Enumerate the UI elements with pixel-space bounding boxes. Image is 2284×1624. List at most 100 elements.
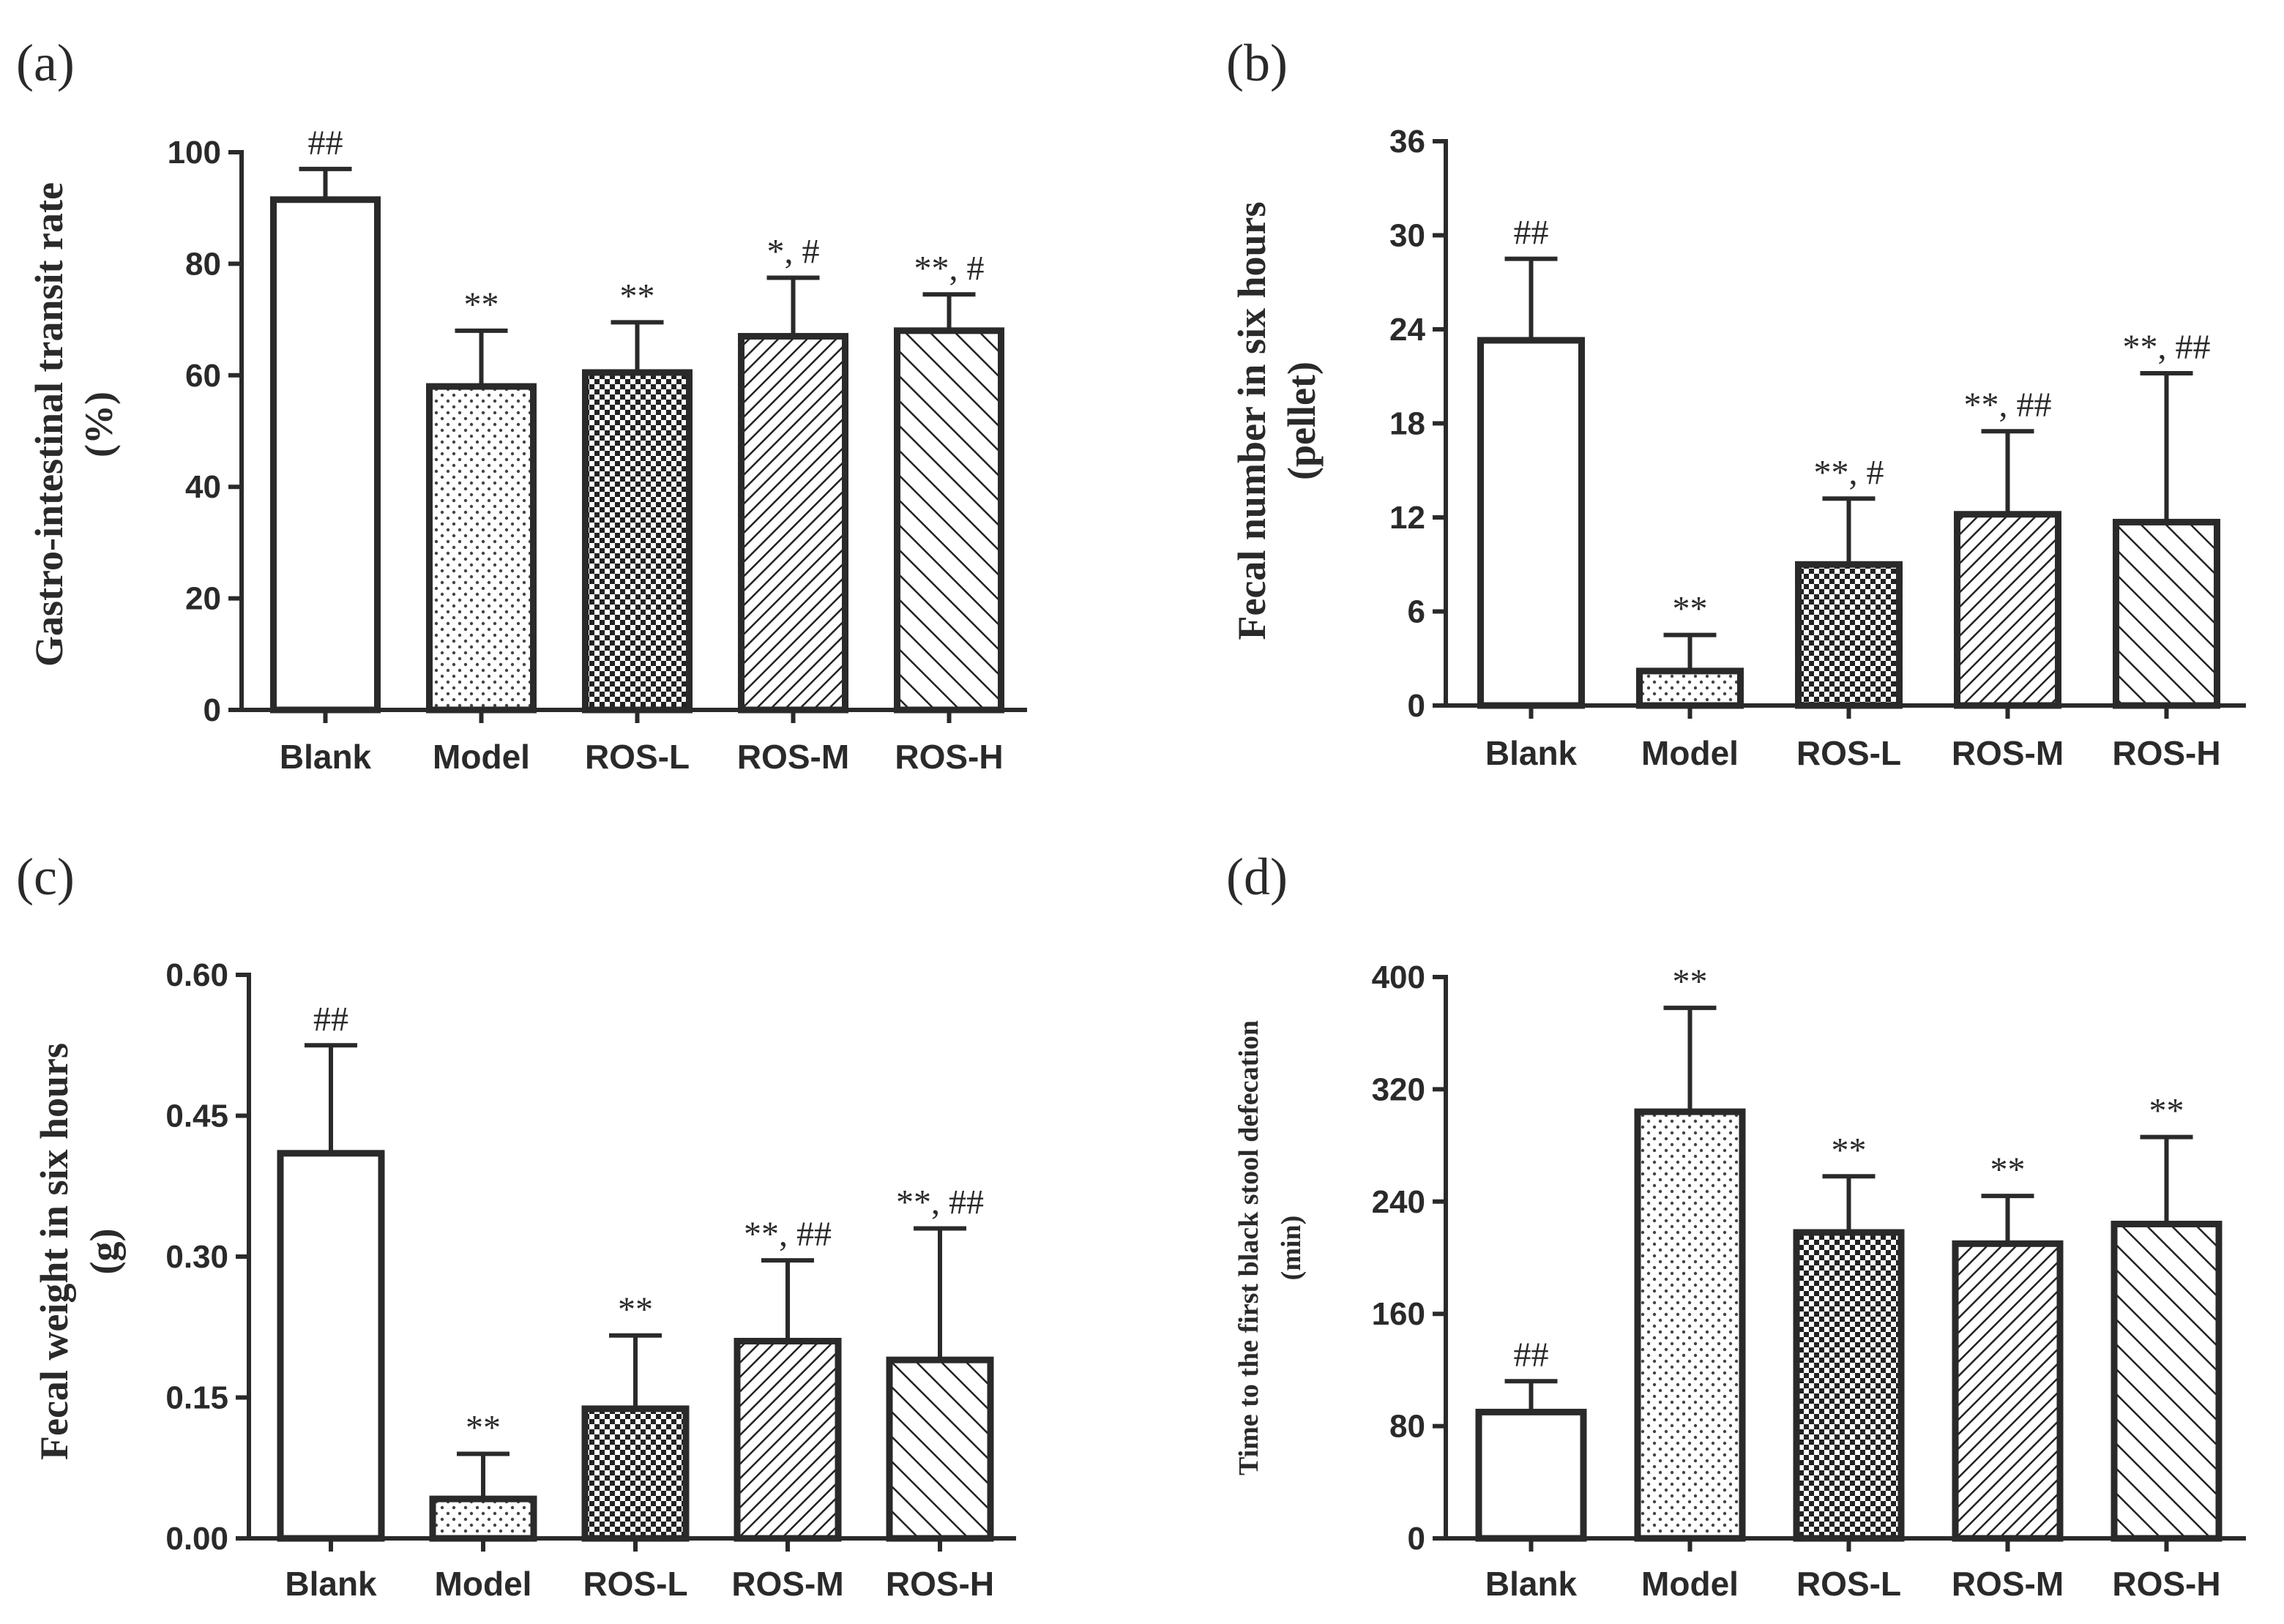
- y-tick-label: 12: [1389, 500, 1425, 536]
- bar-blank: [1475, 1408, 1587, 1542]
- y-tick-label: 80: [1389, 1409, 1425, 1445]
- significance-label: ##: [313, 1000, 348, 1039]
- significance-label: *, #: [767, 232, 820, 271]
- x-tick-label: Blank: [1485, 734, 1578, 772]
- y-tick-label: 6: [1408, 594, 1425, 630]
- plot-area-c: 0.00 0.15 0.30 0.45 0.60 ## Blank ** Model ** ROS-…: [165, 957, 1016, 1603]
- x-tick-label: Model: [1641, 734, 1739, 772]
- y-axis-label-c-line2: (g): [82, 1229, 126, 1275]
- bar-blank: [270, 196, 381, 714]
- panel-label-c: (c): [16, 847, 75, 906]
- bar-ros-h: [2113, 518, 2220, 709]
- x-tick-label: ROS-H: [2112, 1565, 2220, 1603]
- y-tick-label: 30: [1389, 218, 1425, 254]
- bar-ros-m: [734, 1338, 842, 1542]
- y-tick-label: 18: [1389, 406, 1425, 442]
- bar-ros-m: [738, 332, 848, 714]
- bar-model: [426, 383, 537, 714]
- bar-ros-m: [1952, 1240, 2064, 1542]
- bar-blank: [1477, 337, 1585, 709]
- significance-label: **, ##: [2123, 328, 2211, 367]
- y-tick-label: 0.30: [165, 1239, 228, 1275]
- y-axis-label-c-line1: Fecal weight in six hours: [32, 1043, 76, 1460]
- y-tick-label: 320: [1372, 1071, 1425, 1107]
- x-tick-label: Blank: [1485, 1565, 1578, 1603]
- y-tick-label: 400: [1372, 959, 1425, 995]
- panel-label-b: (b): [1226, 34, 1288, 92]
- bar-ros-h: [2111, 1220, 2223, 1542]
- significance-label: ##: [1514, 1336, 1549, 1374]
- y-axis-label-a-line1: Gastro-intestinal transit rate: [27, 182, 71, 667]
- bar-blank: [277, 1150, 385, 1542]
- panel-c: (c) Fecal weight in six hours (g) 0.00 0.…: [16, 847, 1016, 1603]
- y-tick-label: 100: [168, 135, 221, 171]
- bar-ros-h: [886, 1356, 994, 1542]
- y-axis-label-b-line1: Fecal number in six hours: [1230, 201, 1274, 640]
- significance-label: ##: [308, 124, 343, 162]
- x-tick-label: ROS-H: [886, 1565, 994, 1603]
- y-tick-label: 0.15: [165, 1380, 228, 1416]
- y-axis-label-d-line1: Time to the first black stool defecation: [1234, 1020, 1264, 1475]
- x-tick-label: ROS-M: [1952, 1565, 2064, 1603]
- y-tick-label: 160: [1372, 1296, 1425, 1332]
- bar-ros-l: [581, 1405, 690, 1542]
- x-tick-label: ROS-H: [2112, 734, 2220, 772]
- panel-label-a: (a): [16, 34, 75, 92]
- significance-label: **, ##: [1964, 386, 2052, 424]
- y-tick-label: 240: [1372, 1184, 1425, 1220]
- bar-ros-l: [1793, 1229, 1905, 1542]
- x-tick-label: ROS-L: [1796, 734, 1901, 772]
- significance-label: **: [1990, 1150, 2026, 1189]
- x-tick-label: Model: [1641, 1565, 1739, 1603]
- significance-label: **: [1673, 962, 1708, 1001]
- significance-label: **: [464, 285, 499, 324]
- x-tick-label: ROS-L: [583, 1565, 687, 1603]
- y-axis-label-d-line2: (min): [1276, 1216, 1307, 1281]
- x-tick-label: ROS-M: [737, 738, 849, 776]
- y-tick-label: 0.60: [165, 957, 228, 993]
- x-tick-label: Blank: [280, 738, 372, 776]
- plot-area-b: 0 6 12 18 24 30 36 ## Blank ** Model **, # ROS-L **, …: [1389, 124, 2246, 772]
- significance-label: ##: [1514, 214, 1549, 252]
- bar-ros-l: [1795, 561, 1903, 709]
- significance-label: **: [1673, 590, 1708, 629]
- x-tick-label: ROS-M: [731, 1565, 843, 1603]
- y-axis-label-a: Gastro-intestinal transit rate (%): [27, 182, 121, 667]
- bar-model: [1634, 1108, 1746, 1542]
- x-tick-label: ROS-M: [1952, 734, 2064, 772]
- y-axis-label-c: Fecal weight in six hours (g): [32, 1043, 126, 1460]
- y-tick-label: 0: [1408, 1521, 1425, 1557]
- y-tick-label: 0: [1408, 688, 1425, 724]
- significance-label: **, ##: [896, 1183, 984, 1222]
- plot-area-a: 0 20 40 60 80 100 ## Blank ** Model ** ROS-L *, # ROS…: [168, 124, 1027, 776]
- x-tick-label: ROS-L: [1796, 1565, 1901, 1603]
- bar-model: [429, 1495, 537, 1542]
- x-tick-label: Model: [433, 738, 530, 776]
- panel-d: (d) Time to the first black stool defeca…: [1226, 847, 2246, 1603]
- panel-label-d: (d): [1226, 847, 1288, 906]
- panel-a: (a) Gastro-intestinal transit rate (%) 0…: [16, 34, 1027, 776]
- y-axis-label-b: Fecal number in six hours (pellet): [1230, 201, 1324, 640]
- x-tick-label: ROS-H: [895, 738, 1003, 776]
- y-axis-label-a-line2: (%): [77, 392, 121, 457]
- bar-ros-m: [1954, 511, 2061, 709]
- y-tick-label: 24: [1389, 312, 1425, 348]
- bar-model: [1636, 667, 1744, 709]
- significance-label: **, #: [1814, 453, 1884, 492]
- x-tick-label: ROS-L: [585, 738, 690, 776]
- y-tick-label: 60: [185, 358, 221, 394]
- y-tick-label: 80: [185, 246, 221, 282]
- significance-label: **, ##: [744, 1215, 832, 1254]
- significance-label: **: [620, 277, 655, 315]
- y-tick-label: 0.00: [165, 1521, 228, 1557]
- significance-label: **: [466, 1409, 501, 1448]
- panel-b: (b) Fecal number in six hours (pellet) 0…: [1226, 34, 2246, 772]
- x-tick-label: Model: [435, 1565, 532, 1603]
- bar-ros-h: [894, 327, 1004, 714]
- bar-ros-l: [582, 369, 693, 714]
- plot-area-d: 0 80 160 240 320 400 ## Blank ** Model ** ROS-L ** RO…: [1372, 959, 2246, 1603]
- x-tick-label: Blank: [285, 1565, 377, 1603]
- significance-label: **: [2149, 1092, 2184, 1131]
- y-tick-label: 0: [204, 692, 221, 728]
